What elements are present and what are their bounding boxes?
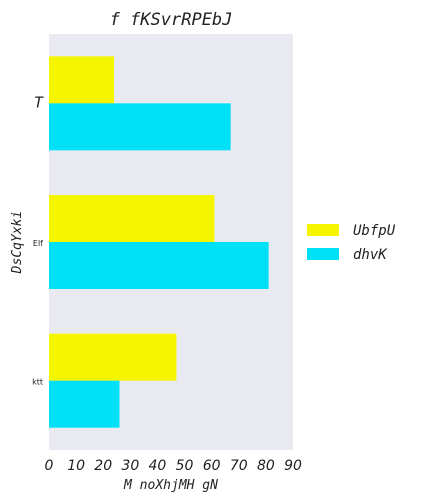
bar-dhvK-T [49, 103, 231, 151]
x-tick-label: 10 [67, 458, 85, 474]
x-tick-label: 50 [176, 458, 194, 474]
y-axis-label: DsCqYxki [10, 211, 25, 275]
x-axis-label: M noXhjMH gN [123, 478, 218, 493]
x-tick-label: 60 [203, 458, 221, 474]
y-tick-label: ktt [32, 378, 43, 387]
x-tick-label: 80 [257, 458, 275, 474]
bar-dhvK-Elf [49, 242, 269, 289]
x-tick-label: 90 [284, 458, 302, 474]
legend: UbfpU dhvK [307, 223, 396, 263]
bar-UbfpU-ktt [49, 333, 177, 381]
legend-label: UbfpU [353, 223, 396, 239]
legend-swatch [307, 248, 339, 260]
x-tick-label: 0 [45, 458, 54, 474]
y-tick-label: Elf [33, 239, 43, 248]
bar-UbfpU-Elf [49, 195, 215, 242]
x-tick-label: 40 [149, 458, 167, 474]
x-tick-label: 70 [230, 458, 248, 474]
chart-title: f fKSvrRPEbJ [110, 10, 233, 30]
legend-label: dhvK [353, 247, 388, 263]
legend-swatch [307, 224, 339, 236]
bar-dhvK-ktt [49, 380, 120, 428]
x-tick-label: 20 [94, 458, 112, 474]
bar-UbfpU-T [49, 56, 115, 104]
x-tick-label: 30 [121, 458, 139, 474]
y-tick-label: T [34, 93, 44, 111]
